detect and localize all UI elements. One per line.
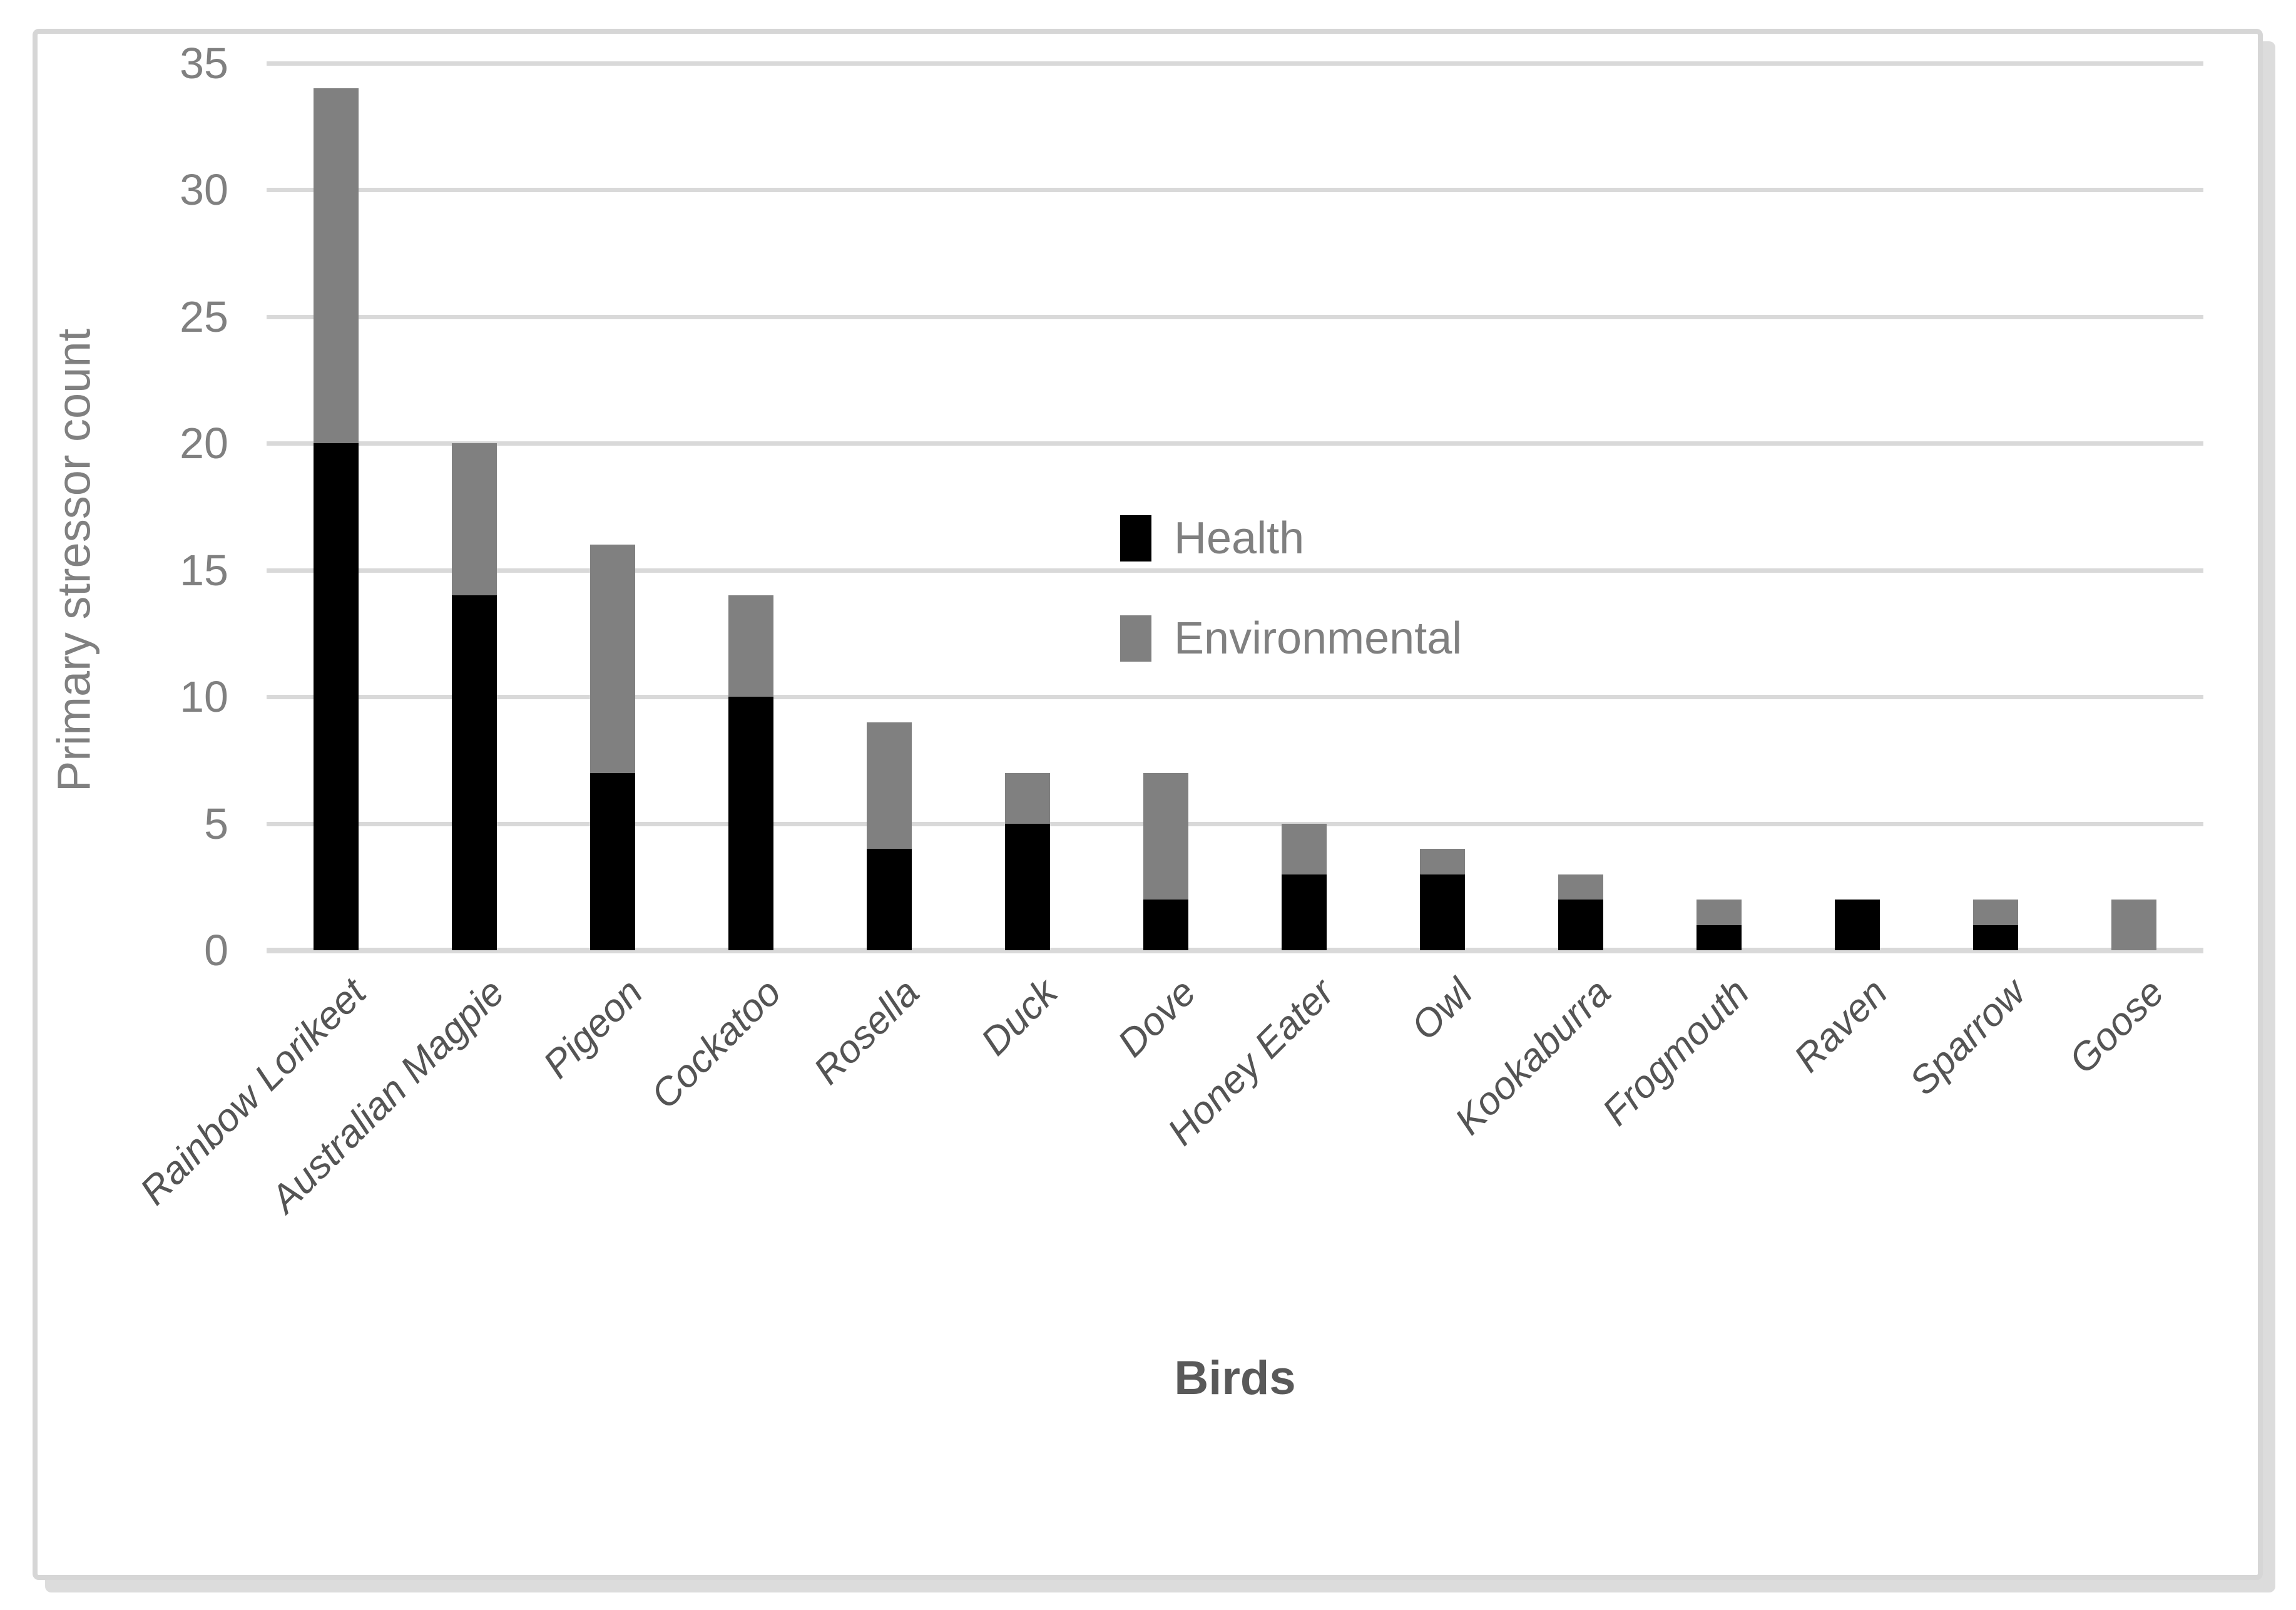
bar-segment-health-rosella (866, 849, 912, 950)
grid-line-20 (267, 441, 2203, 446)
x-axis-title: Birds (1174, 1351, 1296, 1405)
bar-segment-environmental-cockatoo (728, 595, 773, 697)
bar-segment-environmental-kookaburra (1558, 874, 1604, 900)
bar-segment-environmental-honey-eater (1282, 823, 1327, 874)
bar-segment-environmental-duck (1004, 772, 1050, 824)
y-tick-label-35: 35 (180, 38, 228, 88)
bar-segment-environmental-rosella (866, 722, 912, 849)
grid-line-25 (267, 314, 2203, 319)
grid-line-5 (267, 821, 2203, 826)
bar-segment-health-pigeon (589, 772, 635, 950)
y-tick-label-5: 5 (204, 799, 228, 848)
bar-segment-health-australian-magpie (451, 595, 497, 950)
bar-segment-health-rainbow-lorikeet (313, 443, 359, 950)
grid-line-35 (267, 61, 2203, 66)
grid-line-0 (267, 948, 2203, 953)
legend-label-health: Health (1174, 513, 1305, 563)
bar-segment-environmental-dove (1143, 772, 1188, 900)
y-axis-title: Primary stressor count (48, 328, 100, 792)
legend: Health Environmental (1120, 513, 1462, 714)
bar-segment-environmental-pigeon (589, 545, 635, 773)
health-series-swatch-icon (1120, 515, 1151, 561)
y-tick-label-30: 30 (180, 165, 228, 214)
grid-line-10 (267, 695, 2203, 699)
bar-segment-health-raven (1835, 900, 1880, 950)
y-tick-label-15: 15 (180, 545, 228, 595)
environmental-series-swatch-icon (1120, 615, 1151, 662)
legend-label-environmental: Environmental (1174, 613, 1462, 664)
bar-segment-health-frogmouth (1696, 925, 1742, 950)
bar-segment-health-sparrow (1973, 925, 2019, 950)
bar-segment-health-kookaburra (1558, 900, 1604, 950)
grid-line-30 (267, 188, 2203, 192)
y-tick-label-10: 10 (180, 672, 228, 721)
bar-segment-health-duck (1004, 823, 1050, 950)
bar-segment-health-dove (1143, 900, 1188, 950)
bar-segment-health-cockatoo (728, 697, 773, 950)
bar-segment-environmental-sparrow (1973, 900, 2019, 925)
bar-segment-environmental-frogmouth (1696, 900, 1742, 925)
y-tick-label-20: 20 (180, 419, 228, 468)
bar-segment-environmental-australian-magpie (451, 443, 497, 595)
grid-line-15 (267, 568, 2203, 573)
legend-row-environmental: Environmental (1120, 613, 1462, 664)
y-tick-label-0: 0 (204, 926, 228, 975)
bar-segment-environmental-owl (1420, 849, 1466, 874)
bar-segment-health-honey-eater (1282, 874, 1327, 950)
y-tick-label-25: 25 (180, 292, 228, 341)
bar-segment-environmental-rainbow-lorikeet (313, 88, 359, 443)
legend-row-health: Health (1120, 513, 1462, 563)
bar-segment-environmental-goose (2111, 900, 2157, 950)
bar-segment-health-owl (1420, 874, 1466, 950)
